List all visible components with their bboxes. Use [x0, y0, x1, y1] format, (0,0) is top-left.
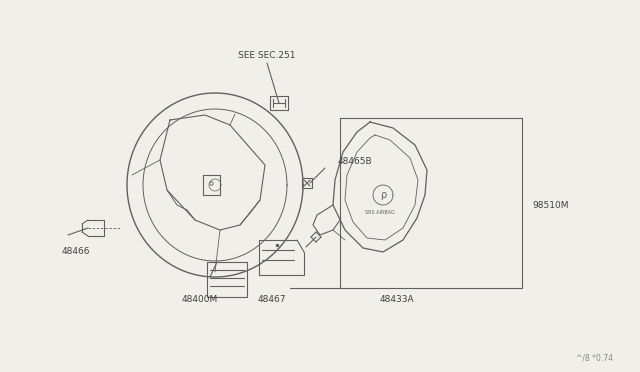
Text: 48465B: 48465B	[338, 157, 372, 167]
Text: 48466: 48466	[62, 247, 90, 257]
Text: 48400M: 48400M	[182, 295, 218, 305]
Text: 98510M: 98510M	[532, 201, 568, 209]
Text: ^/8 *0.74: ^/8 *0.74	[576, 353, 613, 362]
Text: ρ: ρ	[380, 190, 386, 200]
Text: 48467: 48467	[258, 295, 286, 305]
Text: SEE SEC.251: SEE SEC.251	[238, 51, 296, 60]
Text: 48433A: 48433A	[380, 295, 415, 305]
Text: SRS AIRBAG: SRS AIRBAG	[365, 209, 395, 215]
